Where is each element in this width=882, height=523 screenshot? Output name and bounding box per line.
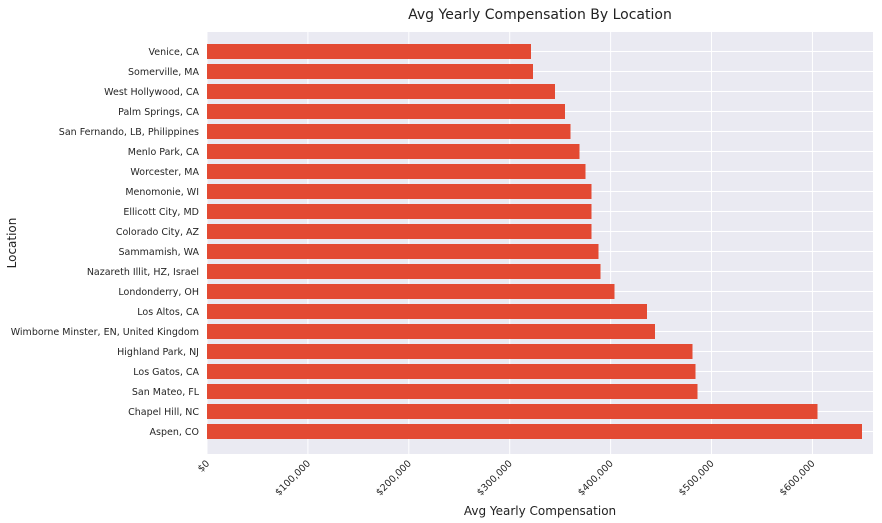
y-tick-label: San Mateo, FL [132,387,200,398]
y-tick-label: Palm Springs, CA [118,107,199,118]
y-tick-label: Highland Park, NJ [117,347,199,358]
x-tick-label: $400,000 [576,458,616,498]
chart-title: Avg Yearly Compensation By Location [408,7,672,23]
bar [207,124,571,139]
y-tick-label: Somerville, MA [128,67,199,78]
bar [207,364,696,379]
x-tick-label: $200,000 [374,458,414,498]
y-tick-label: Ellicott City, MD [123,207,199,218]
plot-area [207,32,873,454]
bar [207,264,601,279]
bars [207,44,862,439]
y-tick-label: Colorado City, AZ [116,227,200,238]
bar [207,204,592,219]
bar [207,224,592,239]
bar [207,164,586,179]
bar [207,244,599,259]
y-tick-label: Sammamish, WA [119,247,200,258]
y-tick-label: Los Gatos, CA [133,367,199,378]
x-tick-labels: $0 $100,000 $200,000 $300,000 $400,000 $500,0… [196,458,818,498]
x-axis-label: Avg Yearly Compensation [464,504,616,518]
bar [207,64,533,79]
bar [207,104,566,119]
bar [207,44,531,59]
bar [207,84,556,99]
x-tick-label: $100,000 [273,458,313,498]
y-tick-label: Chapel Hill, NC [128,407,199,418]
y-tick-label: Menomonie, WI [125,187,199,198]
y-axis-label: Location [5,218,19,269]
bar [207,344,693,359]
x-tick-label: $500,000 [677,458,717,498]
bar [207,384,698,399]
y-tick-label: Londonderry, OH [118,287,199,298]
y-tick-label: Menlo Park, CA [128,147,200,158]
bar [207,184,592,199]
bar [207,304,647,319]
y-tick-label: San Fernando, LB, Philippines [59,127,199,138]
bar [207,404,818,419]
y-tick-labels: Aspen, CO Chapel Hill, NC San Mateo, FL Los… [11,47,200,438]
bar [207,324,656,339]
y-tick-label: Aspen, CO [150,427,200,438]
y-tick-label: Los Altos, CA [137,307,199,318]
y-tick-label: Venice, CA [148,47,199,58]
x-tick-label: $300,000 [475,458,515,498]
y-tick-label: Nazareth Illit, HZ, Israel [87,267,199,278]
y-tick-label: West Hollywood, CA [104,87,199,98]
y-tick-label: Worcester, MA [130,167,199,178]
y-tick-label: Wimborne Minster, EN, United Kingdom [11,327,199,338]
x-tick-label: $600,000 [778,458,818,498]
bar [207,284,615,299]
bar [207,424,862,439]
bar [207,144,580,159]
x-tick-label: $0 [196,458,212,474]
